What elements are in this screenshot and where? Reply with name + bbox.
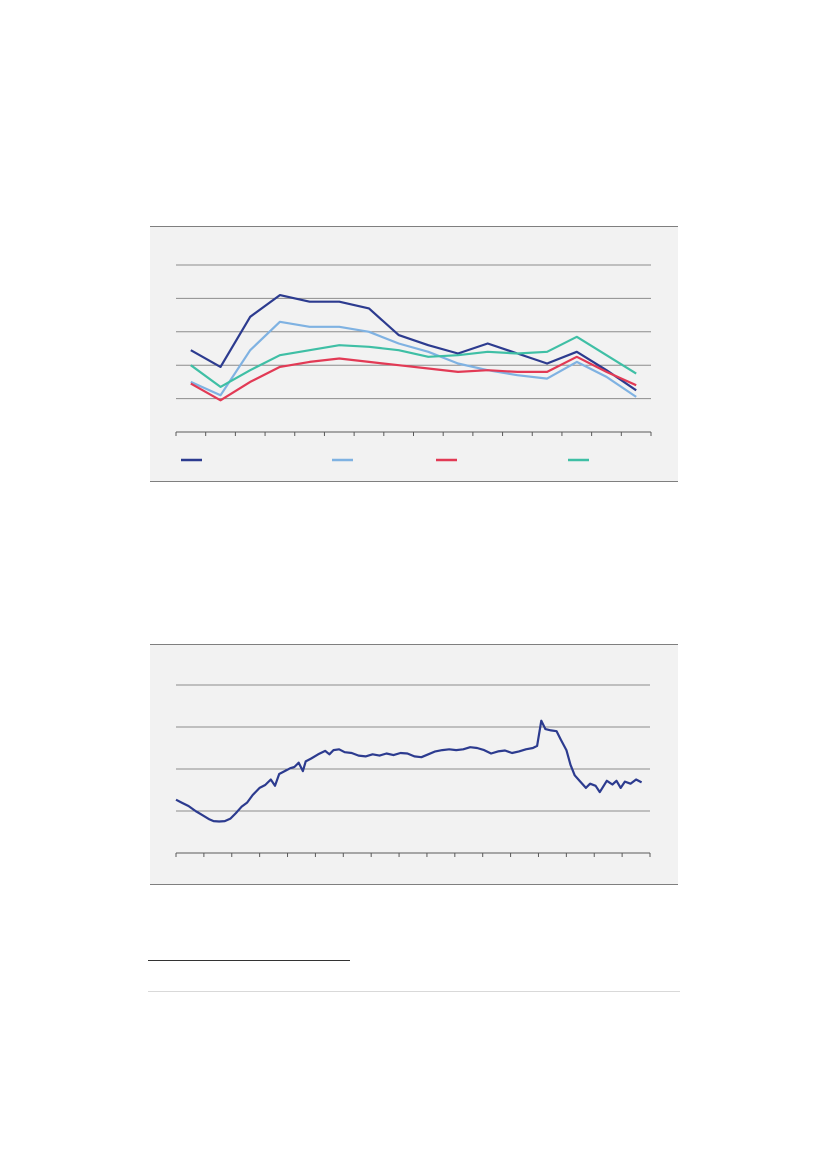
chart-1-series-1-line xyxy=(190,293,637,392)
chart-1-series-2-line xyxy=(190,320,637,398)
chart-1-series-3-line xyxy=(190,355,637,402)
page-footer-rule xyxy=(148,991,680,992)
chart-panel-1 xyxy=(150,226,678,482)
chart-2-plot xyxy=(175,684,651,857)
chart-1-series-4-line xyxy=(190,335,637,388)
chart-panel-2 xyxy=(150,644,678,885)
footnote-separator xyxy=(148,960,350,961)
chart-1-plot xyxy=(175,264,652,462)
chart-2-series-1-line xyxy=(175,719,643,823)
